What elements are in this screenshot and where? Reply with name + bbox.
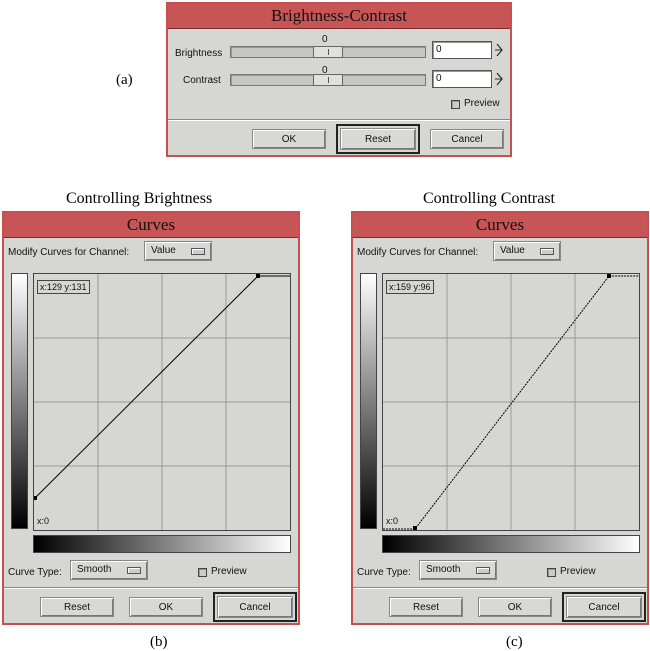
preview-checkbox[interactable]	[547, 568, 556, 577]
curve-type-value: Smooth	[426, 564, 461, 575]
caption-controlling-contrast: Controlling Contrast	[423, 190, 555, 207]
curve-control-point-low	[413, 526, 417, 530]
brightness-field[interactable]: 0	[432, 41, 492, 59]
preview-label: Preview	[211, 566, 247, 577]
ok-button[interactable]: OK	[129, 597, 203, 617]
preview-label: Preview	[464, 98, 500, 109]
preview-checkbox[interactable]	[451, 100, 460, 109]
curve-control-point-low	[34, 496, 37, 500]
channel-menu-value: Value	[500, 245, 525, 256]
figure-label-b: (b)	[150, 634, 168, 650]
option-menu-indicator-icon	[540, 248, 554, 255]
reset-button[interactable]: Reset	[40, 597, 114, 617]
cancel-button[interactable]: Cancel	[562, 592, 646, 622]
button-separator	[353, 587, 647, 589]
curve-type-menu[interactable]: Smooth	[419, 560, 497, 580]
brightness-value-display: 0	[322, 34, 328, 45]
brightness-spin-arrow-icon[interactable]	[495, 42, 505, 58]
curve-graph[interactable]: x:129 y:131 x:0	[33, 273, 291, 531]
vertical-gradient-bar	[360, 273, 377, 529]
option-menu-indicator-icon	[476, 567, 490, 574]
figure-label-c: (c)	[506, 634, 523, 650]
figure-label-a: (a)	[116, 72, 133, 88]
ok-button[interactable]: OK	[478, 597, 552, 617]
ok-button[interactable]: OK	[252, 129, 326, 149]
contrast-label: Contrast	[183, 75, 221, 86]
brightness-contrast-dialog: Brightness-Contrast 0 Brightness 0 0 Con…	[166, 2, 512, 157]
horizontal-gradient-bar	[382, 535, 640, 553]
curve-type-label: Curve Type:	[357, 567, 411, 578]
preview-checkbox[interactable]	[198, 568, 207, 577]
x-readout: x:0	[37, 516, 50, 526]
coord-readout: x:159 y:96	[386, 280, 434, 294]
channel-menu[interactable]: Value	[144, 241, 212, 261]
curve-graph-canvas[interactable]	[383, 274, 639, 530]
horizontal-gradient-bar	[33, 535, 291, 553]
option-menu-indicator-icon	[127, 567, 141, 574]
curves-dialog-brightness: Curves Modify Curves for Channel: Value …	[2, 211, 300, 625]
contrast-field[interactable]: 0	[432, 70, 492, 88]
vertical-gradient-bar	[11, 273, 28, 529]
curve-control-point-high	[256, 274, 260, 278]
curves-dialog-contrast: Curves Modify Curves for Channel: Value …	[351, 211, 649, 625]
coord-readout: x:129 y:131	[37, 280, 90, 294]
channel-label: Modify Curves for Channel:	[357, 247, 479, 258]
preview-label: Preview	[560, 566, 596, 577]
brightness-label: Brightness	[175, 48, 223, 59]
curves-title: Curves	[4, 213, 298, 238]
channel-menu-value: Value	[151, 245, 176, 256]
x-readout: x:0	[386, 516, 399, 526]
cancel-button[interactable]: Cancel	[430, 129, 504, 149]
cancel-button[interactable]: Cancel	[213, 592, 297, 622]
contrast-value-display: 0	[322, 65, 328, 76]
reset-button[interactable]: Reset	[336, 124, 420, 154]
contrast-slider-thumb[interactable]	[313, 74, 343, 86]
channel-label: Modify Curves for Channel:	[8, 247, 130, 258]
option-menu-indicator-icon	[191, 248, 205, 255]
curve-type-menu[interactable]: Smooth	[70, 560, 148, 580]
curve-graph-canvas[interactable]	[34, 274, 290, 530]
contrast-curve-line	[383, 275, 639, 530]
button-separator	[168, 119, 510, 121]
channel-menu[interactable]: Value	[493, 241, 561, 261]
reset-button[interactable]: Reset	[389, 597, 463, 617]
curve-type-value: Smooth	[77, 564, 112, 575]
brightness-slider-thumb[interactable]	[313, 46, 343, 58]
dialog-title: Brightness-Contrast	[168, 4, 510, 29]
contrast-slider[interactable]	[230, 74, 426, 86]
caption-controlling-brightness: Controlling Brightness	[66, 190, 213, 207]
brightness-slider[interactable]	[230, 46, 426, 58]
button-separator	[4, 587, 298, 589]
curve-type-label: Curve Type:	[8, 567, 62, 578]
curve-graph[interactable]: x:159 y:96 x:0	[382, 273, 640, 531]
curves-title: Curves	[353, 213, 647, 238]
contrast-spin-arrow-icon[interactable]	[495, 71, 505, 87]
curve-control-point-high	[607, 274, 611, 278]
